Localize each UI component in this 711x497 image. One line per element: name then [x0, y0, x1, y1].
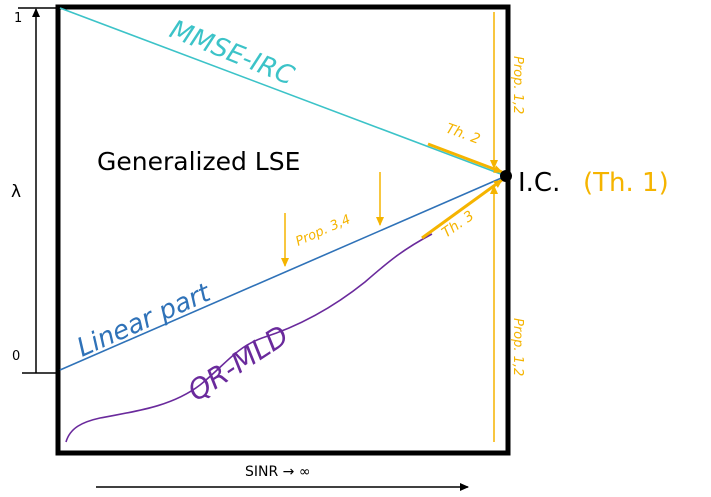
mmse-irc-label: MMSE-IRC	[165, 15, 299, 92]
ic-label: I.C.	[518, 168, 560, 198]
prop12-bottom-label: Prop. 1,2	[510, 318, 525, 376]
lambda-tick-bottom-label: 0	[12, 349, 20, 364]
linear-part-line	[59, 175, 507, 371]
th2-arrow	[427, 142, 503, 174]
qr-mld-label: QR-MLD	[182, 319, 295, 408]
qr-mld-curve	[65, 233, 433, 443]
lambda-tick-top-label: 1	[14, 11, 22, 26]
mmse-irc-line	[59, 7, 507, 177]
linear-part-label: Linear part	[73, 278, 216, 364]
generalized-lse-label: Generalized LSE	[97, 147, 300, 176]
lambda-axis-label: λ	[11, 182, 21, 202]
plot-frame	[55, 4, 511, 456]
prop34-label: Prop. 3,4	[294, 212, 353, 249]
th2-label: Th. 2	[444, 121, 483, 148]
th3-arrow	[421, 178, 503, 240]
sinr-axis-label: SINR → ∞	[245, 464, 311, 480]
ic-ref-label: (Th. 1)	[583, 168, 669, 198]
ic-point	[500, 170, 512, 182]
prop12-top-label: Prop. 1,2	[510, 56, 525, 114]
